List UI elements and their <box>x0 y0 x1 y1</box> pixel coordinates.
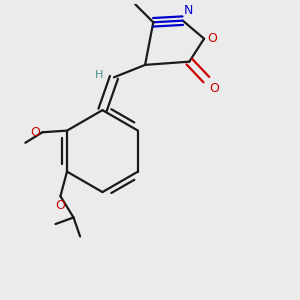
Text: O: O <box>30 126 40 139</box>
Text: N: N <box>184 4 194 17</box>
Text: H: H <box>95 70 103 80</box>
Text: O: O <box>56 200 65 212</box>
Text: O: O <box>210 82 220 95</box>
Text: O: O <box>207 32 217 45</box>
